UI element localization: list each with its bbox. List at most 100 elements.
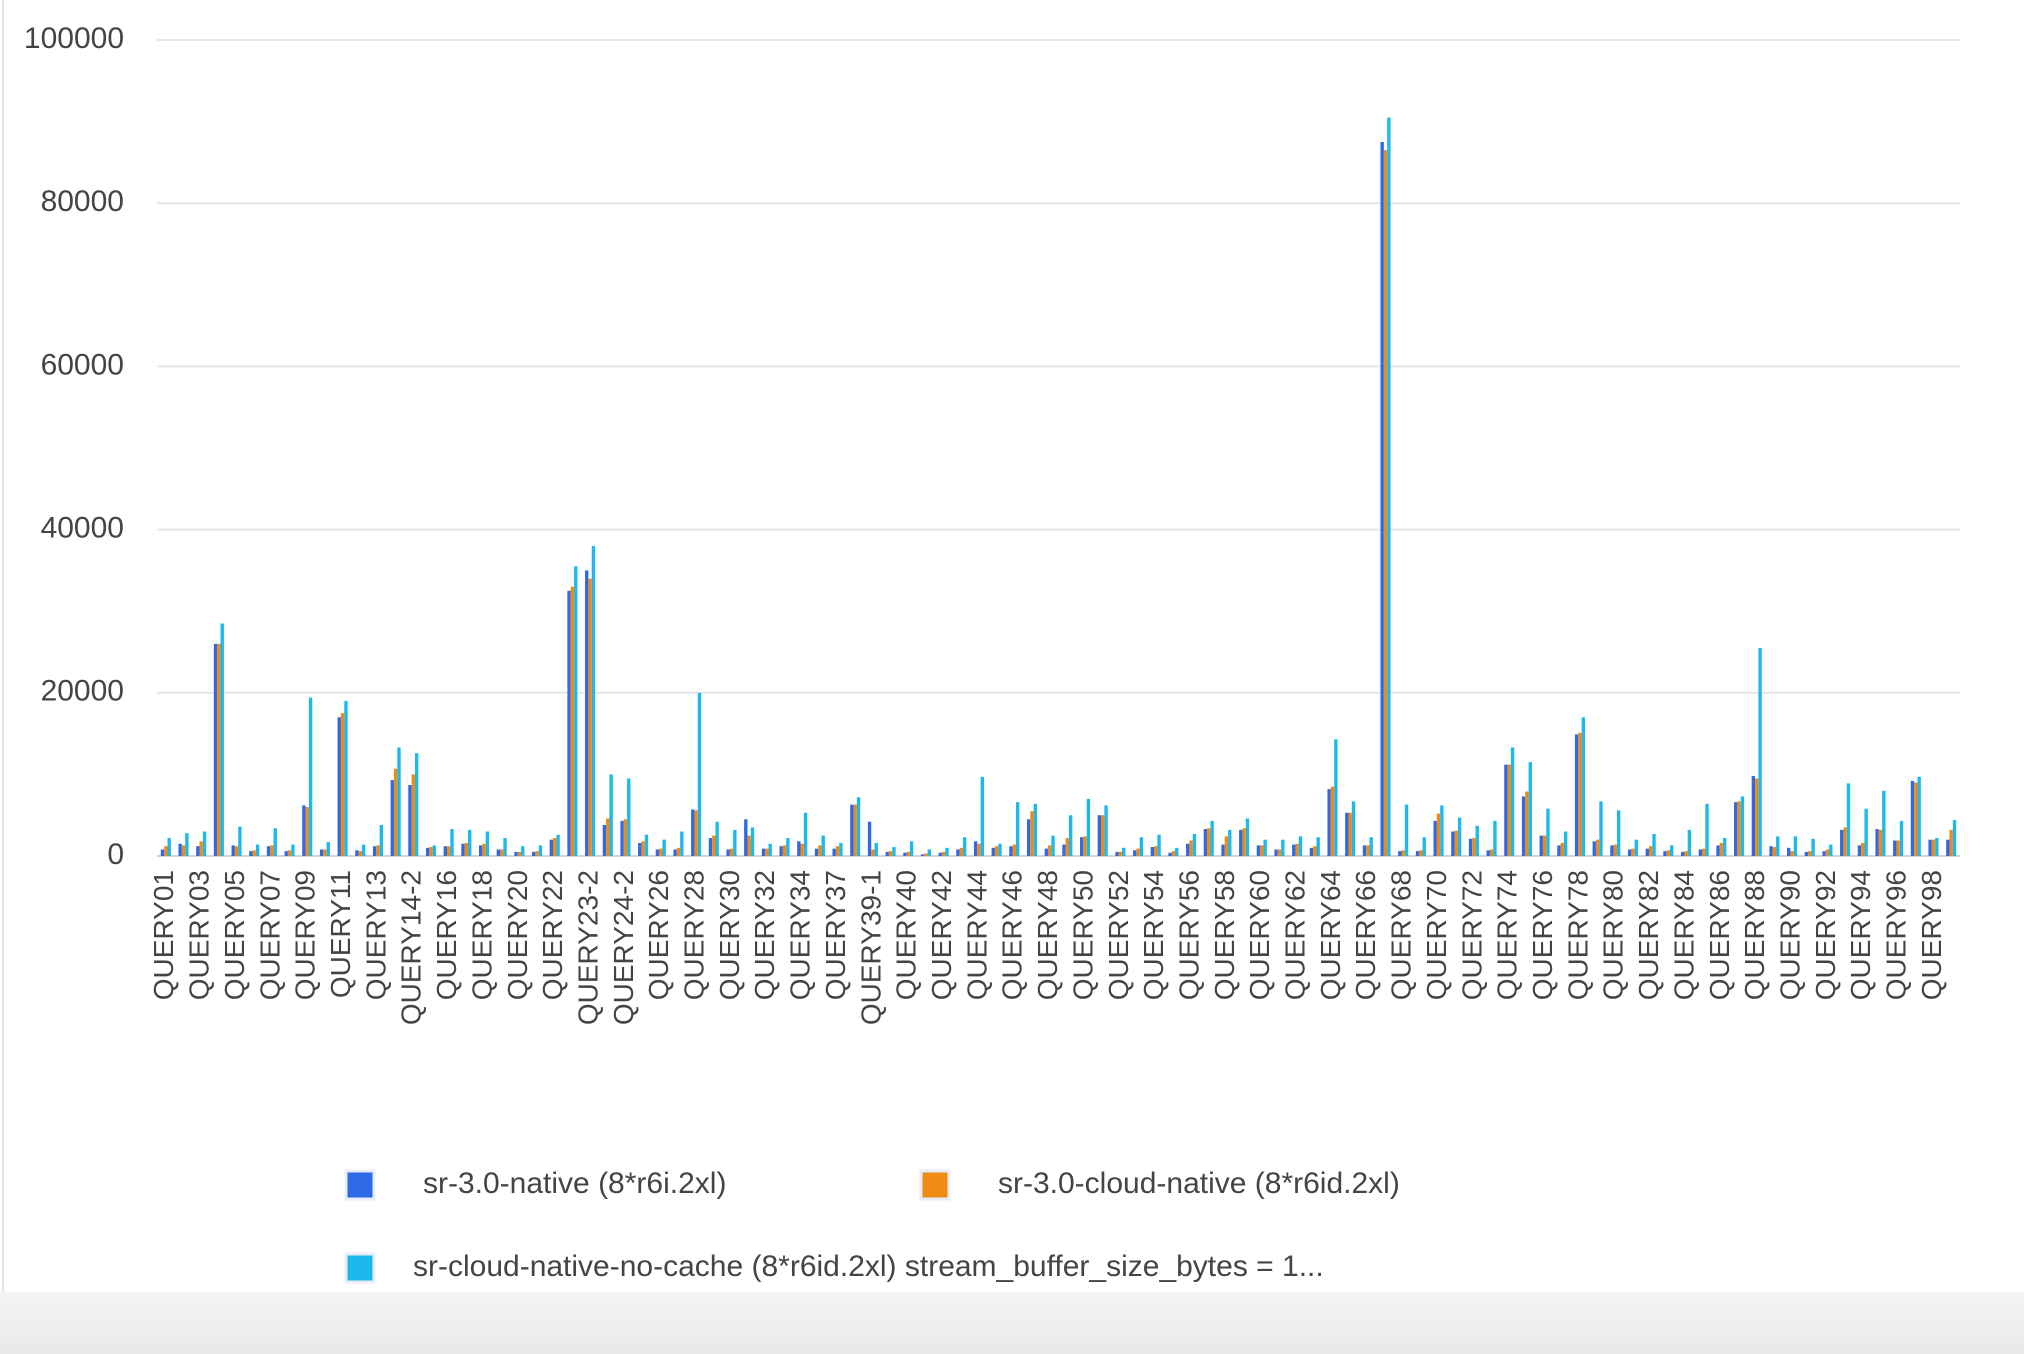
bar [538,845,543,856]
y-tick-label: 80000 [41,185,124,218]
x-tick-label: QUERY82 [1633,870,1664,1000]
bar [556,834,560,856]
bar [425,847,430,856]
bar [319,849,324,856]
bar [1560,842,1564,856]
bar [255,844,260,856]
bar [1542,835,1547,856]
bar [1097,815,1102,856]
bar [750,827,755,856]
bar [1383,150,1388,856]
bar [1295,843,1299,856]
bar [181,845,186,856]
bar [485,831,490,856]
bar [641,841,645,856]
x-tick-label: QUERY64 [1315,870,1346,1000]
bar [1228,829,1232,856]
bar [1122,847,1126,856]
bar [567,590,571,856]
bar [797,841,801,856]
bar [1875,829,1879,856]
bar [478,845,483,856]
bar [326,842,330,856]
bar [1030,811,1034,856]
bar [1069,815,1073,856]
bar [574,566,578,856]
bar [638,842,642,856]
bar [1716,845,1720,856]
x-tick-label: QUERY62 [1280,870,1311,1000]
x-tick-label: QUERY39-1 [855,870,886,1025]
bar [1525,791,1529,856]
bar [1472,838,1476,856]
x-tick-label: QUERY14-2 [396,870,427,1025]
bar [803,812,808,856]
bar [468,829,472,856]
bar [1104,805,1108,856]
x-tick-label: QUERY23-2 [572,870,603,1025]
bar [390,780,394,856]
bar [1723,838,1727,856]
bar [199,841,203,856]
bar [1910,780,1915,856]
bar [1719,842,1724,856]
bar [1012,844,1016,856]
bar [1486,850,1490,856]
bar [160,849,165,856]
bar [1899,820,1904,856]
bar [1645,848,1649,856]
bar [1281,839,1285,856]
bar [1189,840,1193,856]
bar [1616,810,1621,856]
x-tick-label: QUERY11 [325,870,356,998]
bar [284,851,288,856]
bar [1592,841,1596,856]
bar [1861,842,1865,856]
bar [266,846,271,856]
bar [213,643,218,856]
x-tick-label: QUERY44 [961,870,992,1000]
bar [885,851,889,856]
bar [1546,808,1550,856]
bar [1192,833,1197,856]
x-tick-label: QUERY22 [537,870,568,1000]
bar [1210,820,1214,856]
bar [273,828,277,856]
y-tick-label: 20000 [41,675,124,708]
bar [1504,764,1508,856]
bar [835,846,840,856]
x-tick-label: QUERY03 [184,870,215,1000]
bar [1946,839,1950,856]
x-tick-label: QUERY78 [1562,870,1593,1000]
bar [1758,647,1762,856]
bar [941,851,946,856]
x-tick-label: QUERY52 [1103,870,1134,1000]
bar [729,848,734,856]
bar [308,697,313,856]
bar [1415,851,1420,856]
bar [1457,817,1462,856]
bar [927,849,931,856]
bar [768,843,772,856]
bar [1599,801,1603,856]
bar [532,851,536,856]
bar [1436,813,1441,856]
bar [270,845,274,856]
bar [715,821,719,856]
bar [924,853,928,856]
bar [782,845,787,856]
bar [1857,845,1862,856]
bar [786,838,790,856]
bar [1808,851,1812,856]
bar [1769,846,1773,856]
bar [909,841,914,856]
x-tick-label: QUERY46 [997,870,1028,1000]
bar [1387,117,1391,856]
bar [1245,818,1250,856]
x-tick-label: QUERY90 [1774,870,1805,1000]
bar [1133,850,1137,856]
bar [1914,782,1918,856]
legend-swatch [919,1169,951,1201]
bar [570,586,575,856]
